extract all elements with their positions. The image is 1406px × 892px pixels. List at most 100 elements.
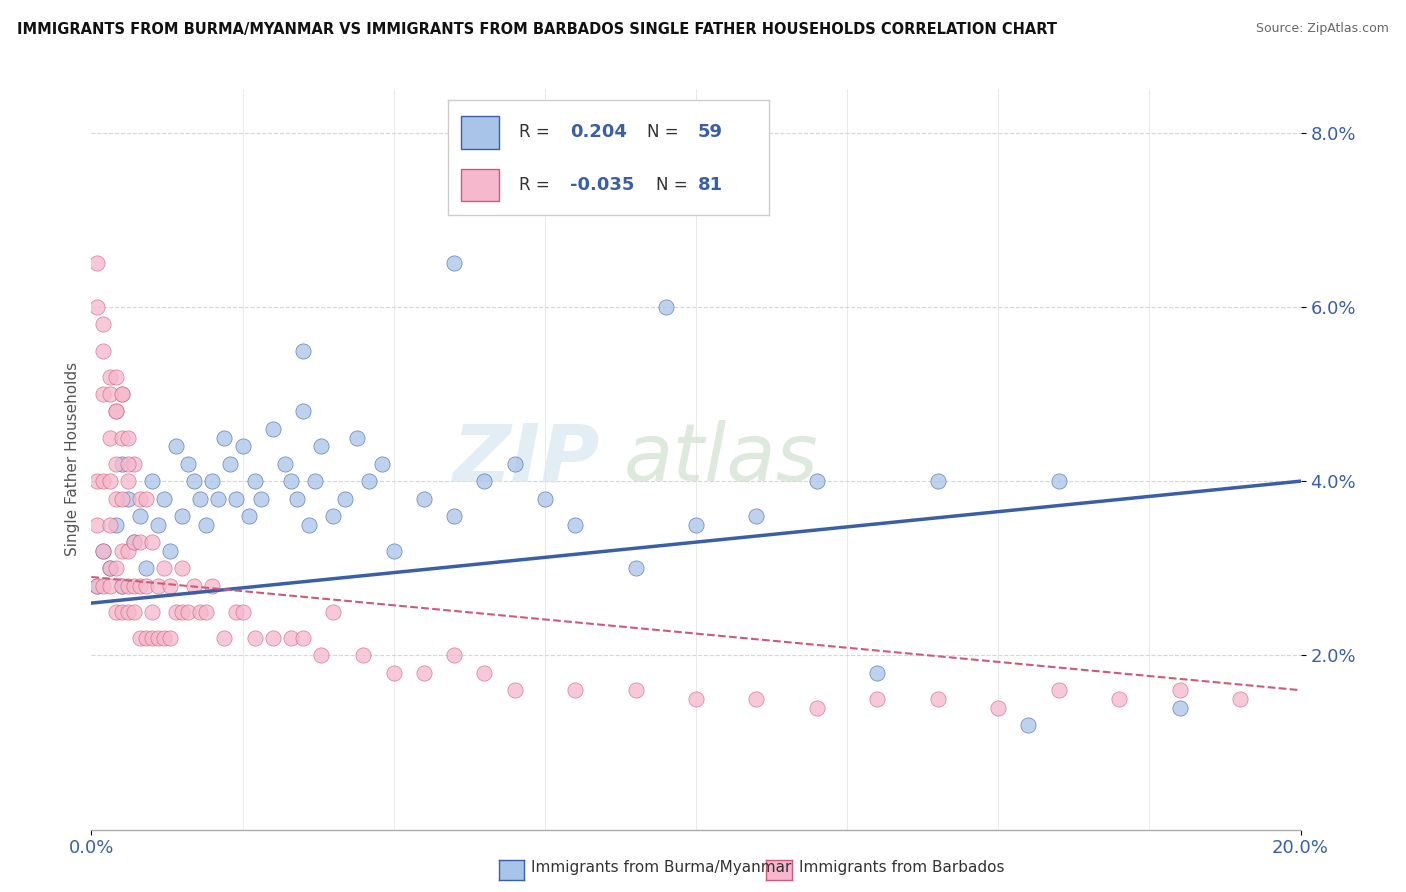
Point — [104, 404, 127, 418]
Point — [135, 561, 157, 575]
Point — [927, 474, 949, 488]
Point — [280, 631, 302, 645]
Point — [1229, 692, 1251, 706]
Point — [117, 491, 139, 506]
Point — [1168, 683, 1191, 698]
Point — [225, 605, 247, 619]
Point — [214, 431, 236, 445]
Point — [443, 256, 465, 270]
Point — [188, 605, 211, 619]
Point — [93, 579, 115, 593]
Point — [135, 631, 157, 645]
Point — [146, 517, 169, 532]
Point — [262, 631, 284, 645]
Point — [104, 491, 127, 506]
Point — [93, 544, 115, 558]
Y-axis label: Single Father Households: Single Father Households — [65, 362, 80, 557]
Point — [153, 631, 176, 645]
Point — [280, 474, 302, 488]
Point — [122, 457, 145, 471]
Point — [309, 439, 332, 453]
Point — [304, 474, 326, 488]
Point — [413, 665, 436, 680]
Point — [413, 491, 436, 506]
Point — [382, 544, 405, 558]
Point — [111, 457, 132, 471]
Point — [685, 692, 707, 706]
Point — [927, 692, 949, 706]
Point — [685, 517, 707, 532]
Point — [146, 579, 169, 593]
Point — [443, 648, 465, 663]
Point — [225, 491, 247, 506]
Point — [117, 474, 139, 488]
Point — [1018, 718, 1040, 732]
Point — [111, 579, 132, 593]
Point — [159, 579, 181, 593]
Point — [1047, 683, 1070, 698]
Point — [153, 561, 176, 575]
Point — [98, 431, 121, 445]
Point — [159, 544, 181, 558]
Point — [370, 457, 392, 471]
Point — [231, 605, 253, 619]
Point — [98, 579, 121, 593]
Point — [111, 491, 132, 506]
Text: ZIP: ZIP — [451, 420, 599, 499]
Point — [111, 605, 132, 619]
Point — [104, 404, 127, 418]
Point — [443, 508, 465, 523]
Point — [503, 457, 526, 471]
Point — [104, 369, 127, 384]
Point — [98, 561, 121, 575]
Point — [153, 491, 176, 506]
Point — [172, 605, 194, 619]
Point — [249, 491, 271, 506]
Point — [243, 631, 266, 645]
Point — [219, 457, 242, 471]
Point — [866, 665, 889, 680]
Point — [86, 474, 108, 488]
Point — [172, 508, 194, 523]
Text: Immigrants from Barbados: Immigrants from Barbados — [799, 861, 1004, 875]
Point — [745, 508, 768, 523]
Point — [117, 544, 139, 558]
Point — [93, 387, 115, 401]
Point — [359, 474, 381, 488]
Point — [86, 579, 108, 593]
Point — [122, 579, 145, 593]
Point — [292, 631, 315, 645]
Point — [322, 508, 344, 523]
Point — [98, 517, 121, 532]
Point — [93, 544, 115, 558]
Point — [201, 579, 224, 593]
Point — [128, 491, 150, 506]
Text: Immigrants from Burma/Myanmar: Immigrants from Burma/Myanmar — [531, 861, 792, 875]
Point — [165, 439, 187, 453]
Point — [533, 491, 555, 506]
Point — [503, 683, 526, 698]
Point — [104, 457, 127, 471]
Point — [177, 457, 200, 471]
Point — [111, 387, 132, 401]
Point — [262, 422, 284, 436]
Point — [745, 692, 768, 706]
Point — [177, 605, 200, 619]
Point — [309, 648, 332, 663]
Point — [86, 579, 108, 593]
Text: IMMIGRANTS FROM BURMA/MYANMAR VS IMMIGRANTS FROM BARBADOS SINGLE FATHER HOUSEHOL: IMMIGRANTS FROM BURMA/MYANMAR VS IMMIGRA… — [17, 22, 1057, 37]
Point — [104, 605, 127, 619]
Point — [346, 431, 368, 445]
Point — [104, 561, 127, 575]
Point — [117, 579, 139, 593]
Point — [1168, 700, 1191, 714]
Point — [141, 535, 163, 549]
Point — [86, 256, 108, 270]
Point — [117, 457, 139, 471]
Point — [207, 491, 229, 506]
Point — [238, 508, 260, 523]
Point — [141, 631, 163, 645]
Point — [86, 300, 108, 314]
Point — [159, 631, 181, 645]
Point — [382, 665, 405, 680]
